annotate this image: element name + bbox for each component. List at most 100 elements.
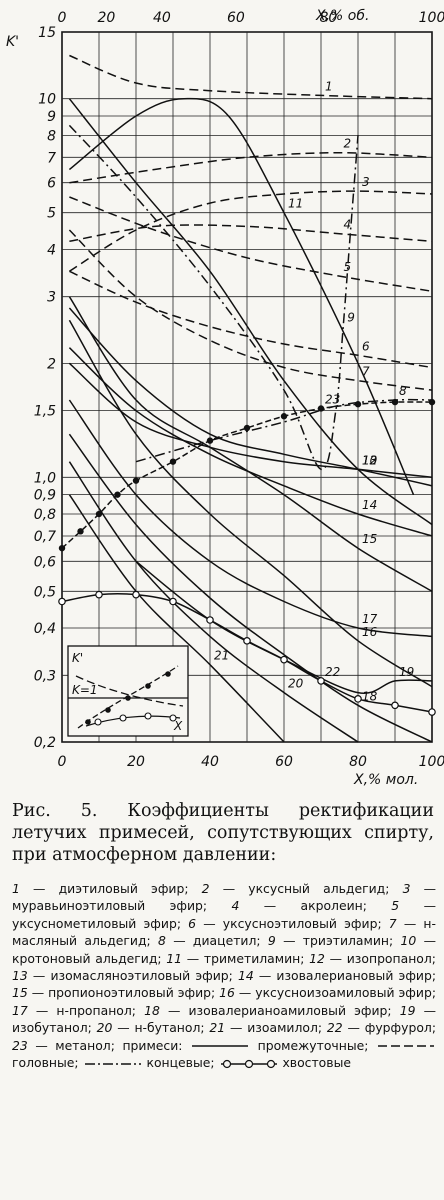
legend-type-tail: концевые; [142, 1055, 219, 1071]
legend-num: 11 [166, 950, 183, 966]
curve-23-point [114, 491, 121, 498]
legend-sample-intermediate [192, 1045, 249, 1047]
curve-label-12: 12 [362, 453, 377, 467]
curve-label-7: 7 [362, 365, 370, 379]
inset-x-label: X [173, 719, 183, 733]
x-bottom-axis-label: X,% мол. [353, 772, 418, 788]
legend-text: — триэтиламин; [275, 933, 401, 949]
x-bottom-tick-label: 80 [349, 754, 367, 770]
legend-impurities-label: примеси: [122, 1037, 191, 1053]
caption-title: Рис. 5. Коэффициенты ректификации летучи… [12, 801, 434, 865]
curve-label-20: 20 [288, 677, 304, 691]
curve-22-point [206, 616, 214, 624]
legend-text: — диэтиловый эфир; [19, 881, 202, 896]
legend-num: 18 [144, 1002, 160, 1018]
legend-text: — триметиламин; [182, 950, 310, 966]
y-tick-label: 0,8 [34, 507, 56, 523]
curve-15 [68, 296, 433, 592]
x-bottom-tick-label: 60 [275, 754, 293, 770]
y-tick-label: 10 [38, 92, 56, 108]
curve-23-point [391, 398, 399, 406]
legend-num: 21 [209, 1020, 226, 1036]
legend-text: — н-бутанол; [112, 1020, 210, 1036]
x-top-tick-label: 100 [419, 10, 444, 26]
legend-num: 14 [237, 968, 254, 984]
y-tick-label: 2 [47, 356, 56, 372]
x-top-tick-label: 80 [319, 10, 337, 26]
legend-sample-head [378, 1045, 434, 1047]
curve-23-point [206, 437, 214, 444]
y-tick-label: 15 [38, 25, 56, 41]
legend-text: — изоамилол; [225, 1020, 327, 1036]
curve-22-point [95, 590, 103, 599]
legend-text: — уксусный альдегид; [209, 881, 403, 896]
y-tick-label: 3 [47, 290, 56, 306]
curve-label-16: 16 [362, 625, 378, 639]
y-tick-label: 4 [47, 242, 56, 258]
chart-inset: K' K=1 X [67, 645, 189, 737]
curve-10 [68, 307, 433, 487]
x-bottom-tick-label: 0 [58, 754, 67, 770]
y-tick-label: 9 [47, 109, 56, 125]
curve-label-21: 21 [214, 649, 229, 663]
legend-num: 4 [231, 898, 240, 914]
legend-num: 2 [201, 881, 210, 896]
legend-num: 8 [158, 933, 166, 949]
legend-text: — диацетил; [165, 933, 268, 949]
legend-num: 12 [309, 950, 325, 966]
curve-14 [68, 347, 433, 537]
y-tick-label: 7 [47, 150, 56, 166]
legend-num: 20 [96, 1020, 113, 1036]
y-axis-label: K' [6, 34, 19, 50]
legend-text: — уксусноэтиловый эфир; [196, 915, 389, 931]
legend-num: 15 [12, 985, 28, 1001]
legend-text: — изовалериановый эфир; [253, 968, 437, 984]
y-tick-label: 0,5 [34, 584, 56, 600]
curve-23-point [95, 510, 103, 518]
curve-23-point [132, 477, 140, 484]
curve-22-point [58, 597, 66, 606]
curve-1 [69, 54, 433, 100]
curve-4 [69, 224, 433, 243]
legend-type-tail-bottom: хвостовые [278, 1055, 351, 1071]
curve-23-point [77, 528, 84, 535]
legend-num: 19 [399, 1002, 416, 1018]
y-tick-label: 0,2 [34, 735, 56, 751]
curve-13 [68, 362, 433, 479]
curve-22-point [132, 590, 140, 599]
inset-dot [105, 707, 111, 713]
y-tick-label: 0,7 [34, 529, 56, 545]
curve-22-point [280, 655, 288, 664]
chart-ticks: 0,20,30,40,50,60,70,80,91,01,52345678910… [34, 10, 444, 770]
legend-text: — изовалерианоамиловый эфир; [159, 1002, 400, 1018]
inset-dot [125, 695, 131, 701]
y-tick-label: 5 [47, 206, 56, 222]
curve-label-17: 17 [362, 612, 378, 626]
inset-circle [94, 718, 102, 726]
curve-22-point [243, 637, 251, 645]
legend-sample-tail [84, 1062, 141, 1065]
x-top-tick-label: 0 [58, 10, 67, 26]
legend-num: 23 [12, 1037, 28, 1053]
legend-num: 9 [267, 933, 276, 949]
legend-text: — уксусноизоамиловый эфир; [234, 985, 436, 1001]
curve-23-point [354, 401, 362, 408]
legend-num: 22 [326, 1020, 343, 1036]
legend-type-intermediate: промежуточные; [250, 1037, 376, 1053]
curve-label-3: 3 [362, 175, 370, 189]
legend-num: 13 [12, 968, 28, 984]
curve-22-point [428, 708, 436, 716]
curve-5 [69, 196, 433, 293]
curve-11 [68, 97, 415, 495]
curve-23-point [280, 413, 288, 420]
curve-9 [68, 124, 359, 471]
legend-num: 1 [12, 881, 20, 896]
inset-dot [145, 683, 151, 689]
legend-num: 10 [400, 933, 417, 949]
curve-17 [68, 399, 433, 638]
y-tick-label: 0,4 [34, 621, 56, 637]
inset-dot [85, 719, 91, 725]
legend-text: — н-масляный альдегид; [12, 915, 436, 949]
inset-ref-label: K=1 [72, 683, 98, 697]
